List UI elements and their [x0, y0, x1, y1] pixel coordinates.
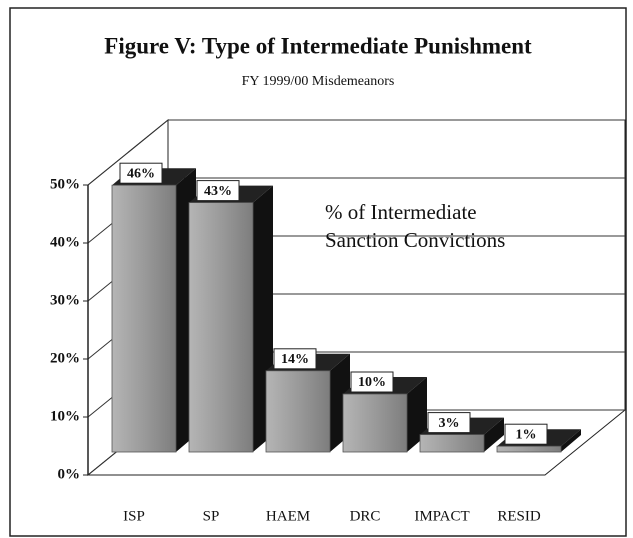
value-label-box — [196, 180, 240, 202]
value-label-box — [350, 371, 394, 393]
y-tick-label: 10% — [50, 408, 80, 424]
annotation: % of Intermediate — [325, 200, 477, 224]
x-tick-label: IMPACT — [414, 508, 469, 524]
value-label-box — [504, 423, 548, 445]
plot: 0% 10% 20% 30% 40% 50% ISP 46% SP 43% HAEM 14% DRC 10… — [50, 118, 627, 524]
frame — [9, 7, 627, 537]
grid-line — [87, 119, 625, 186]
value-label-box — [273, 348, 317, 370]
y-tick-label: 20% — [50, 350, 80, 366]
x-tick-label: RESID — [497, 508, 541, 524]
x-tick-label: DRC — [350, 508, 381, 524]
bar — [188, 202, 254, 453]
value-label: 1% — [516, 427, 537, 442]
value-label-box — [119, 162, 163, 184]
value-label-box — [427, 412, 471, 434]
bar — [419, 434, 485, 453]
value-label: 3% — [439, 416, 460, 431]
bar — [265, 370, 331, 453]
y-tick-label: 40% — [50, 234, 80, 250]
bar — [496, 445, 562, 453]
y-tick-label: 30% — [50, 292, 80, 308]
bar — [111, 184, 177, 453]
value-label: 10% — [358, 375, 386, 390]
x-tick-label: ISP — [123, 508, 145, 524]
value-label: 14% — [281, 352, 309, 367]
bar-side — [561, 429, 581, 452]
y-tick-label: 0% — [58, 466, 81, 482]
y-tick-label: 50% — [50, 176, 80, 192]
chart-title: Figure V: Type of Intermediate Punishmen… — [104, 33, 532, 58]
value-label: 46% — [127, 166, 155, 181]
value-label: 43% — [204, 184, 232, 199]
annotation: Sanction Convictions — [325, 228, 505, 252]
chart-subtitle: FY 1999/00 Misdemeanors — [242, 74, 395, 89]
x-tick-label: HAEM — [266, 508, 310, 524]
bar — [342, 393, 408, 453]
bar-side — [484, 417, 504, 452]
x-tick-label: SP — [203, 508, 220, 524]
